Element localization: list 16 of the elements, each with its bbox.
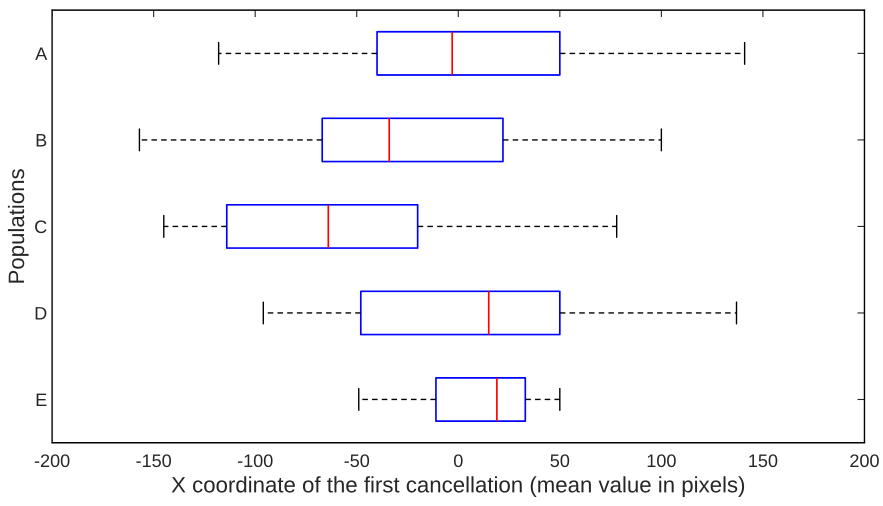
y-tick-label: D [36, 307, 46, 320]
y-tick-label: E [36, 394, 46, 406]
x-tick-label: -100 [238, 454, 273, 468]
x-tick-label: -200 [34, 454, 70, 468]
y-tick-label: A [35, 48, 48, 60]
x-tick-label: -150 [136, 454, 172, 468]
y-tick-label: B [36, 134, 46, 146]
x-tick-label: -50 [344, 454, 370, 468]
x-tick-label: 100 [648, 454, 676, 468]
x-tick-label: 150 [749, 454, 778, 468]
x-axis-title: X coordinate of the first cancellation (mean value in pixels) [172, 476, 744, 497]
x-tick-label: 50 [550, 454, 570, 468]
x-tick-label: 0 [454, 454, 463, 468]
x-tick-label: 200 [850, 454, 879, 468]
y-tick-label: C [35, 220, 47, 234]
y-axis-title: Populations [8, 169, 29, 283]
